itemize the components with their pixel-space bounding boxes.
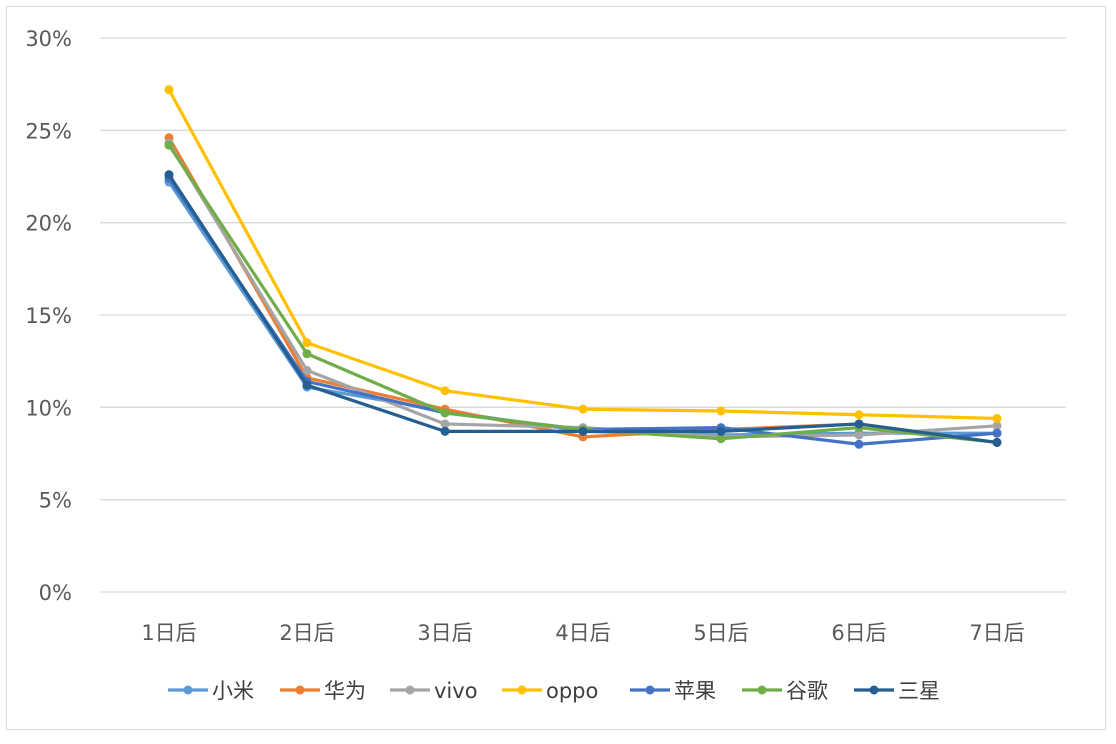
y-tick-label: 0% [39,581,72,605]
data-point [440,408,450,418]
legend-label: 苹果 [674,679,716,703]
gridlines [100,37,1066,593]
data-point [302,349,312,359]
series-1 [164,133,1002,447]
data-point [164,170,174,180]
legend-marker [405,685,415,695]
data-point [716,406,726,416]
series-line [167,144,998,445]
series-2 [164,138,1002,442]
x-axis-ticks: 1日后 2日后 3日后 4日后 5日后 6日后 7日后 [141,621,1024,645]
series-line [167,136,998,445]
y-tick-label: 10% [25,396,72,420]
data-point [578,426,588,436]
data-point [302,338,312,348]
legend-item: 谷歌 [742,679,828,703]
x-tick-label: 6日后 [831,621,886,645]
legend-marker [517,685,527,695]
y-axis-ticks: 0% 5% 10% 15% 20% 25% 30% [25,27,72,605]
y-tick-label: 20% [25,212,72,236]
series-3 [164,85,1002,423]
series-line [167,173,998,445]
data-point [302,365,312,375]
x-tick-label: 7日后 [969,621,1024,645]
y-tick-label: 15% [25,304,72,328]
y-tick-label: 5% [39,489,72,513]
x-tick-label: 5日后 [693,621,748,645]
data-point [992,421,1002,431]
legend-label: 小米 [212,679,254,703]
data-point [164,85,174,95]
x-tick-label: 2日后 [279,621,334,645]
series-5 [164,140,1002,447]
legend-label: 三星 [898,679,940,703]
legend-marker [183,685,193,695]
legend-item: 小米 [168,679,254,703]
legend-marker [645,685,655,695]
series-line [167,142,998,439]
data-point [854,410,864,420]
data-point [440,426,450,436]
data-point [992,437,1002,447]
legend-label: oppo [546,679,598,703]
legend-marker [295,685,305,695]
legend-item: oppo [502,679,598,703]
legend-label: 谷歌 [786,679,828,703]
data-point [440,386,450,396]
legend-item: 苹果 [630,679,716,703]
data-point [854,419,864,429]
series-line [167,181,997,437]
series-lines [164,85,1002,449]
legend-label: 华为 [324,679,366,703]
data-point [992,428,1002,438]
y-tick-label: 25% [25,119,72,143]
x-tick-label: 4日后 [555,621,610,645]
x-tick-label: 1日后 [141,621,196,645]
data-point [854,439,864,449]
legend-item: 华为 [280,679,366,703]
legend-marker [869,685,879,695]
series-line [167,177,998,446]
legend-item: vivo [390,679,478,703]
data-point [578,404,588,414]
data-point [440,419,450,429]
y-tick-label: 30% [25,27,72,51]
legend-marker [757,685,767,695]
legend: 小米 华为 vivo oppo 苹果 谷歌 三星 [168,679,940,703]
series-6 [164,170,1002,447]
data-point [302,380,312,390]
data-point [716,434,726,444]
data-point [992,413,1002,423]
data-point [716,426,726,436]
legend-item: 三星 [854,679,940,703]
data-point [854,430,864,440]
legend-label: vivo [434,679,478,703]
x-tick-label: 3日后 [417,621,472,645]
data-point [164,140,174,150]
